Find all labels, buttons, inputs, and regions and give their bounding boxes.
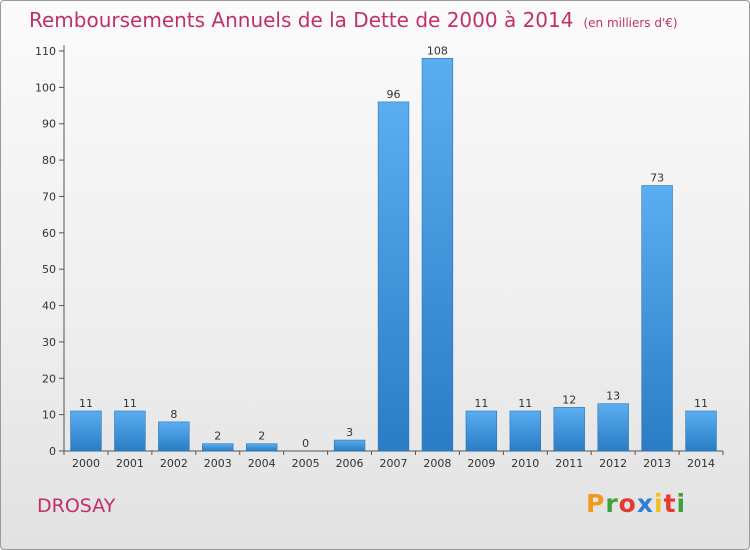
- bar-2007: [377, 101, 410, 452]
- x-tick-label-2005: 2005: [292, 457, 320, 470]
- bar-2014: [685, 410, 717, 452]
- chart-title: Remboursements Annuels de la Dette de 20…: [29, 8, 574, 32]
- y-tick-label: 60: [42, 227, 56, 240]
- value-labels: 11 11 8 2 2 0 3 96 108 11 11 12 13 73 11: [79, 44, 708, 450]
- value-label-2000: 11: [79, 397, 93, 410]
- x-tick-label-2013: 2013: [643, 457, 671, 470]
- logo-letter: i: [654, 489, 664, 518]
- y-tick-label: 80: [42, 154, 56, 167]
- x-tick-label-2011: 2011: [555, 457, 583, 470]
- y-tick-label: 50: [42, 263, 56, 276]
- bar-2012: [597, 403, 629, 452]
- value-label-2005: 0: [302, 437, 309, 450]
- x-tick-label-2000: 2000: [72, 457, 100, 470]
- x-tick-label-2010: 2010: [511, 457, 539, 470]
- y-tick-label: 0: [49, 445, 56, 458]
- bar-2009: [465, 410, 498, 452]
- x-tick-label-2008: 2008: [423, 457, 451, 470]
- value-label-2013: 73: [650, 172, 664, 185]
- bar-2008: [421, 57, 454, 452]
- bar-2000: [70, 410, 102, 452]
- x-tick-label-2007: 2007: [380, 457, 408, 470]
- value-label-2002: 8: [170, 408, 177, 421]
- bar-2006: [333, 439, 366, 452]
- chart-subtitle: (en milliers d'€): [583, 16, 678, 30]
- value-label-2011: 12: [562, 393, 576, 406]
- x-tick-label-2006: 2006: [336, 457, 364, 470]
- chart-title-row: Remboursements Annuels de la Dette de 20…: [29, 8, 678, 32]
- logo-letter: i: [676, 489, 687, 518]
- bar-2001: [114, 410, 146, 452]
- value-label-2003: 2: [214, 430, 221, 443]
- bar-2011: [553, 407, 585, 452]
- x-tick-label-2014: 2014: [687, 457, 715, 470]
- value-label-2010: 11: [518, 397, 532, 410]
- value-label-2004: 2: [258, 430, 265, 443]
- logo-letter: r: [605, 489, 619, 518]
- y-tick-label: 20: [42, 372, 56, 385]
- value-label-2006: 3: [346, 426, 353, 439]
- value-label-2012: 13: [606, 390, 620, 403]
- y-tick-label: 90: [42, 118, 56, 131]
- y-tick-label: 30: [42, 336, 56, 349]
- logo-letter: P: [586, 489, 606, 518]
- bar-2002: [158, 421, 190, 452]
- value-label-2008: 108: [427, 44, 448, 57]
- logo-letter: o: [618, 489, 637, 518]
- x-tick-label-2003: 2003: [204, 457, 232, 470]
- value-label-2009: 11: [474, 397, 488, 410]
- logo-letter: x: [636, 489, 654, 518]
- bar-2003: [202, 443, 234, 452]
- proxiti-logo[interactable]: Proxiti: [586, 489, 686, 518]
- city-name: DROSAY: [37, 495, 116, 517]
- value-label-2014: 11: [694, 397, 708, 410]
- y-tick-label: 40: [42, 300, 56, 313]
- y-tick-label: 110: [35, 45, 56, 58]
- logo-letter: t: [663, 489, 677, 518]
- value-label-2007: 96: [387, 88, 401, 101]
- bars: [70, 57, 717, 452]
- x-tick-label-2004: 2004: [248, 457, 276, 470]
- y-tick-label: 10: [42, 409, 56, 422]
- y-tick-label: 100: [35, 81, 56, 94]
- x-tick-label-2012: 2012: [599, 457, 627, 470]
- value-label-2001: 11: [123, 397, 137, 410]
- x-tick-label-2009: 2009: [467, 457, 495, 470]
- x-tick-label-2001: 2001: [116, 457, 144, 470]
- x-tick-label-2002: 2002: [160, 457, 188, 470]
- bar-2013: [641, 185, 673, 452]
- y-tick-label: 70: [42, 190, 56, 203]
- bar-2004: [246, 443, 278, 452]
- bar-2010: [509, 410, 541, 452]
